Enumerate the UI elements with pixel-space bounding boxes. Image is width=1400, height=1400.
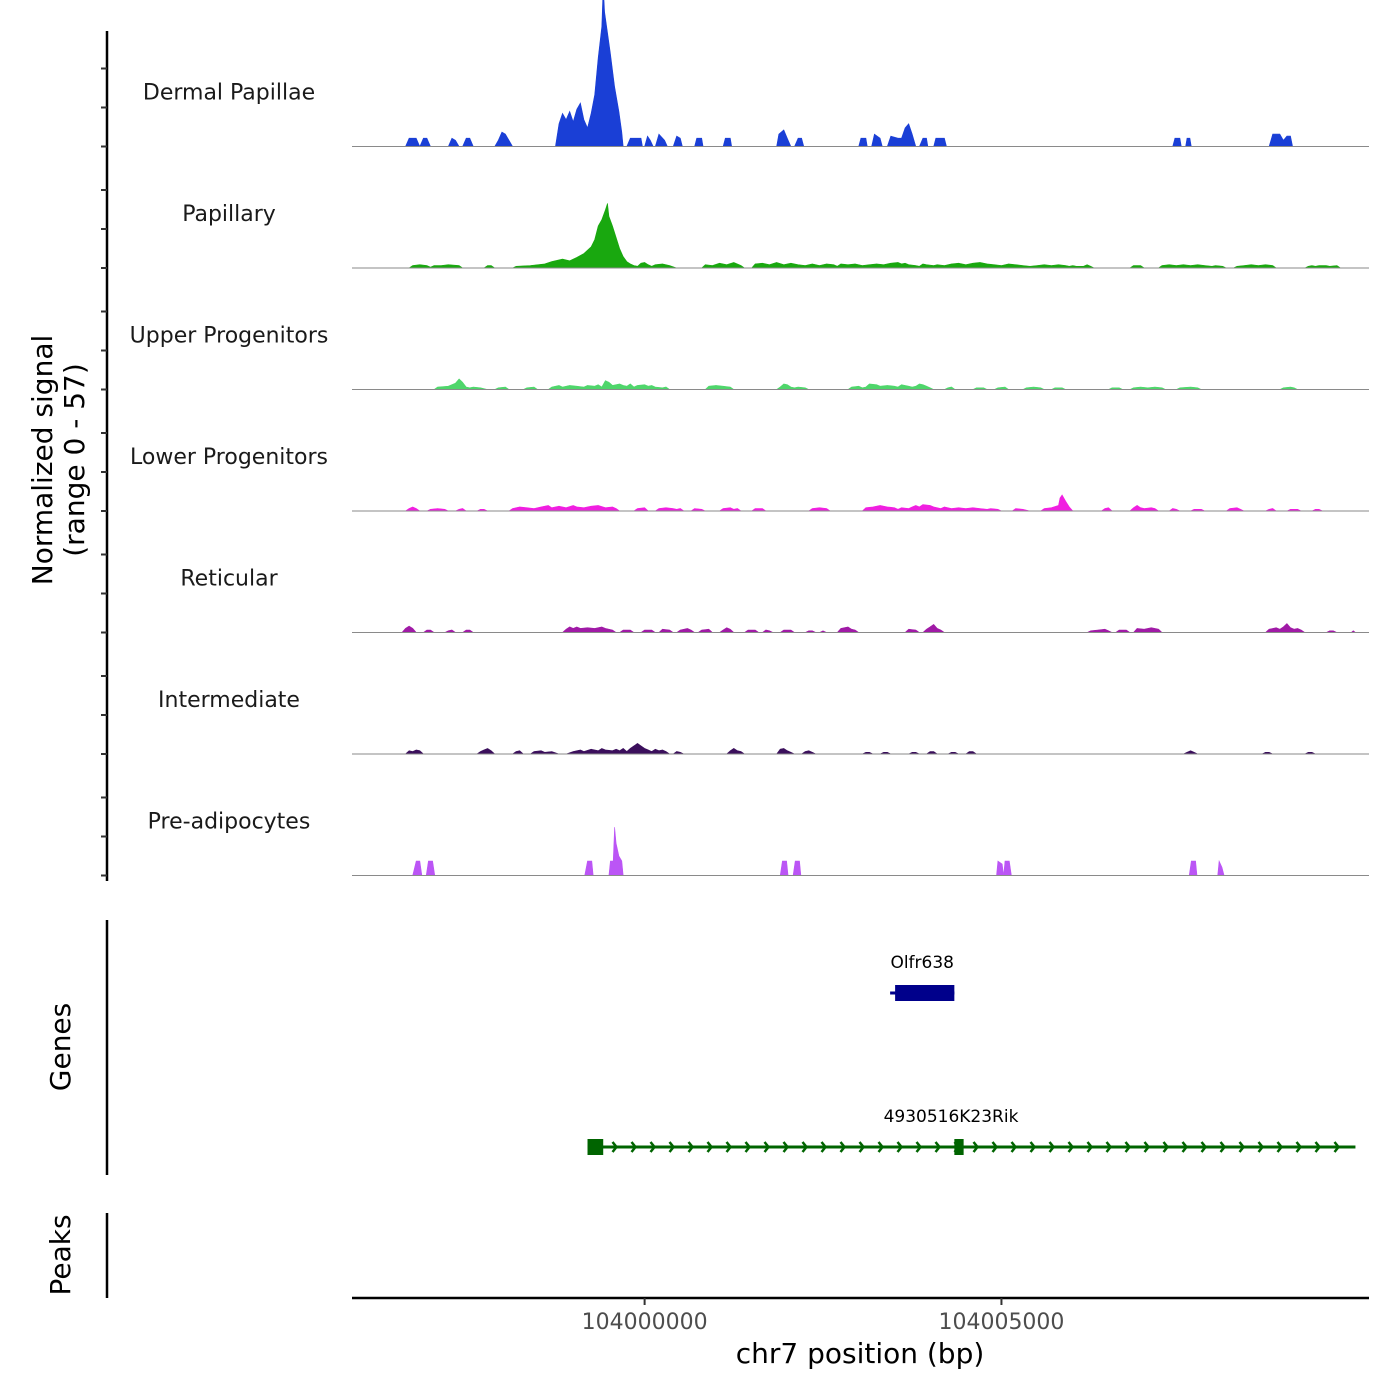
track-label: Dermal Papillae	[143, 81, 315, 106]
track-label: Upper Progenitors	[130, 324, 329, 349]
gene-olfr638: Olfr638	[890, 953, 955, 1001]
track-lower-progenitors: Lower Progenitors	[130, 445, 1369, 512]
strand-chevron	[1333, 1141, 1341, 1153]
signal-area	[404, 494, 1323, 512]
strand-chevron	[934, 1141, 942, 1153]
track-upper-progenitors: Upper Progenitors	[130, 324, 1369, 390]
signal-area	[412, 827, 1225, 876]
signal-y-axis	[101, 31, 109, 881]
strand-chevron	[668, 1141, 676, 1153]
exon-block	[587, 1139, 604, 1155]
strand-chevron	[763, 1141, 771, 1153]
strand-chevron	[858, 1141, 866, 1153]
strand-chevron	[687, 1141, 695, 1153]
peaks-track-label: Peaks	[44, 1214, 77, 1295]
exon-block	[954, 1139, 964, 1155]
strand-chevron	[972, 1141, 980, 1153]
strand-chevron	[1048, 1141, 1056, 1153]
x-tick-label: 104000000	[582, 1310, 708, 1335]
strand-chevron	[1143, 1141, 1151, 1153]
strand-chevron	[1029, 1141, 1037, 1153]
strand-chevron	[1295, 1141, 1303, 1153]
track-pre-adipocytes: Pre-adipocytes	[148, 810, 1369, 876]
signal-area	[433, 378, 1298, 390]
signal-area	[401, 623, 1357, 633]
strand-chevron	[611, 1141, 619, 1153]
strand-chevron	[725, 1141, 733, 1153]
strand-chevron	[991, 1141, 999, 1153]
strand-chevron	[839, 1141, 847, 1153]
signal-area	[405, 0, 1293, 148]
strand-chevron	[1124, 1141, 1132, 1153]
strand-chevron	[1276, 1141, 1284, 1153]
signal-area	[404, 743, 1316, 755]
strand-chevron	[706, 1141, 714, 1153]
strand-chevron	[649, 1141, 657, 1153]
gene-track: Olfr638 4930516K23Rik	[587, 953, 1356, 1155]
signal-area	[408, 203, 1342, 269]
exon-block	[895, 985, 955, 1001]
x-tick-label: 104005000	[938, 1310, 1064, 1335]
strand-chevron	[1257, 1141, 1265, 1153]
strand-chevron	[820, 1141, 828, 1153]
strand-chevron	[1162, 1141, 1170, 1153]
strand-chevron	[782, 1141, 790, 1153]
gene-4930516k23rik: 4930516K23Rik	[587, 1107, 1356, 1155]
genes-track-label: Genes	[44, 1003, 77, 1091]
strand-chevron	[630, 1141, 638, 1153]
strand-chevron	[1010, 1141, 1018, 1153]
track-reticular: Reticular	[180, 567, 1369, 633]
strand-chevron	[896, 1141, 904, 1153]
strand-chevron	[1181, 1141, 1189, 1153]
strand-chevron	[1219, 1141, 1227, 1153]
y-axis-title: Normalized signal	[26, 335, 59, 586]
strand-chevron	[1086, 1141, 1094, 1153]
strand-chevron	[1105, 1141, 1113, 1153]
strand-chevron	[1200, 1141, 1208, 1153]
strand-chevron	[801, 1141, 809, 1153]
strand-chevron	[1314, 1141, 1322, 1153]
x-axis-title: chr7 position (bp)	[736, 1337, 985, 1370]
strand-chevron	[744, 1141, 752, 1153]
track-label: Lower Progenitors	[130, 445, 328, 470]
x-axis: 104000000 104005000	[352, 1296, 1369, 1335]
gene-label: 4930516K23Rik	[884, 1107, 1019, 1127]
track-label: Intermediate	[158, 688, 300, 713]
strand-chevron	[877, 1141, 885, 1153]
track-papillary: Papillary	[182, 202, 1369, 269]
gene-label: Olfr638	[890, 953, 954, 973]
signal-tracks: Dermal Papillae Papillary Upper Progenitor…	[130, 0, 1369, 876]
y-axis-range-label: (range 0 - 57)	[58, 363, 91, 557]
strand-chevron	[1067, 1141, 1075, 1153]
track-label: Reticular	[180, 567, 278, 592]
track-label: Pre-adipocytes	[148, 810, 311, 835]
strand-chevron	[1238, 1141, 1246, 1153]
track-intermediate: Intermediate	[158, 688, 1369, 755]
strand-chevron	[915, 1141, 923, 1153]
track-dermal-papillae: Dermal Papillae	[143, 0, 1369, 148]
track-label: Papillary	[182, 202, 276, 227]
